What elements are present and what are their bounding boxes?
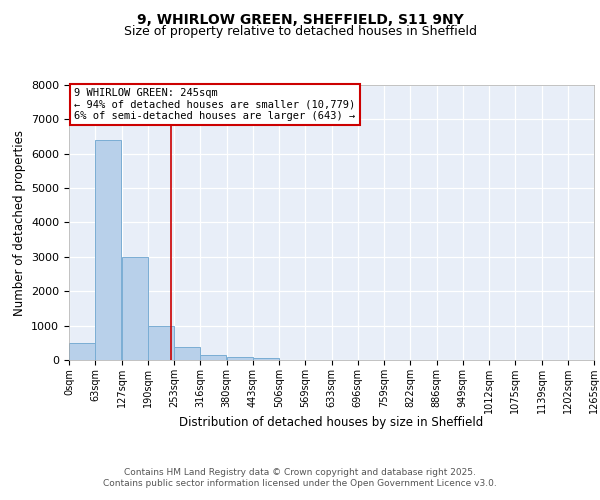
Text: 9 WHIRLOW GREEN: 245sqm
← 94% of detached houses are smaller (10,779)
6% of semi: 9 WHIRLOW GREEN: 245sqm ← 94% of detache…	[74, 88, 355, 121]
Bar	[227, 356, 253, 360]
Bar	[174, 347, 200, 360]
X-axis label: Distribution of detached houses by size in Sheffield: Distribution of detached houses by size …	[179, 416, 484, 429]
Text: 9, WHIRLOW GREEN, SHEFFIELD, S11 9NY: 9, WHIRLOW GREEN, SHEFFIELD, S11 9NY	[137, 12, 463, 26]
Y-axis label: Number of detached properties: Number of detached properties	[13, 130, 26, 316]
Bar	[95, 140, 121, 360]
Bar	[122, 257, 148, 360]
Text: Contains HM Land Registry data © Crown copyright and database right 2025.
Contai: Contains HM Land Registry data © Crown c…	[103, 468, 497, 487]
Bar	[69, 343, 95, 360]
Bar	[200, 354, 226, 360]
Bar	[148, 326, 174, 360]
Text: Size of property relative to detached houses in Sheffield: Size of property relative to detached ho…	[124, 25, 476, 38]
Bar	[253, 358, 279, 360]
